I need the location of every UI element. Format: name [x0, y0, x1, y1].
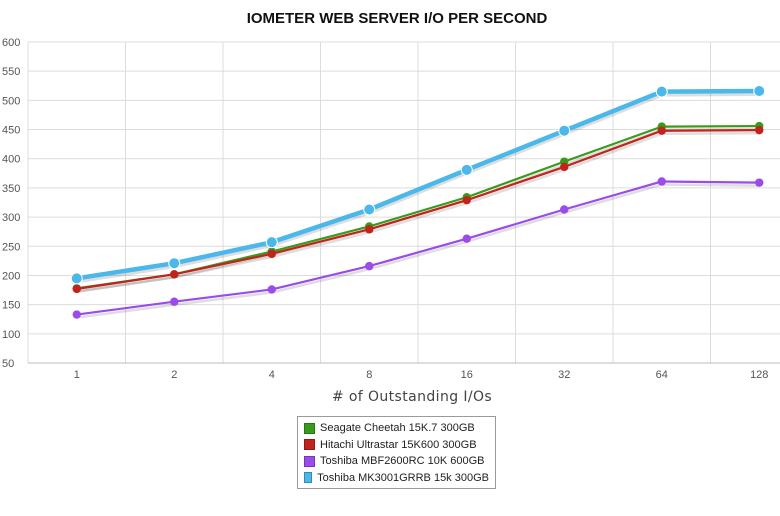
y-tick-label: 50 [2, 358, 14, 370]
data-point [170, 297, 179, 306]
legend-label: Hitachi Ultrastar 15K600 300GB [320, 438, 477, 451]
legend-label: Toshiba MK3001GRRB 15k 300GB [317, 471, 489, 484]
x-tick-label: 128 [750, 369, 768, 381]
data-point [168, 257, 181, 270]
x-axis-ticks: 1 2 4 8 16 32 64 128 [74, 369, 769, 381]
legend-label: Toshiba MBF2600RC 10K 600GB [320, 455, 485, 468]
data-point [462, 195, 471, 205]
data-point [560, 162, 569, 172]
data-point [267, 249, 276, 259]
legend-label: Seagate Cheetah 15K.7 300GB [320, 422, 475, 435]
data-point [753, 85, 766, 98]
legend-swatch [304, 472, 313, 484]
y-tick-label: 250 [2, 241, 20, 253]
data-point [70, 272, 83, 285]
data-point [560, 205, 569, 214]
y-tick-label: 350 [2, 183, 20, 195]
data-point [265, 236, 278, 249]
legend-item: Seagate Cheetah 15K.7 300GB [304, 420, 489, 437]
data-point [363, 203, 376, 216]
x-tick-label: 64 [656, 369, 668, 381]
chart-title: IOMETER WEB SERVER I/O PER SECOND [247, 10, 548, 27]
data-point [755, 125, 764, 135]
data-point [72, 284, 81, 294]
data-point [365, 261, 374, 271]
legend-swatch [304, 455, 315, 467]
data-point [655, 85, 668, 98]
x-tick-label: 2 [171, 369, 177, 381]
data-point [460, 163, 473, 176]
legend-item: Hitachi Ultrastar 15K600 300GB [304, 437, 489, 454]
series-line-shadow [76, 131, 760, 294]
y-tick-label: 600 [2, 37, 20, 49]
x-tick-label: 32 [558, 369, 570, 381]
data-point [558, 124, 571, 137]
legend-item: Toshiba MK3001GRRB 15k 300GB [304, 470, 489, 487]
y-tick-label: 200 [2, 270, 20, 282]
y-tick-label: 150 [2, 300, 20, 312]
series-3 [72, 177, 764, 319]
x-axis-label: # of Outstanding I/Os [332, 389, 492, 405]
legend-item: Toshiba MBF2600RC 10K 600GB [304, 453, 489, 470]
y-tick-label: 550 [2, 66, 20, 78]
x-tick-label: 1 [74, 369, 80, 381]
x-tick-label: 4 [269, 369, 275, 381]
data-point [657, 126, 666, 135]
y-tick-label: 400 [2, 154, 20, 166]
legend-swatch [304, 439, 315, 451]
data-series [70, 85, 766, 319]
y-tick-label: 300 [2, 212, 20, 224]
series-line [75, 129, 761, 290]
y-tick-label: 450 [2, 125, 20, 137]
x-tick-label: 8 [366, 369, 372, 381]
series-line-shadow [76, 92, 760, 284]
data-point [657, 177, 666, 186]
y-tick-label: 500 [2, 95, 20, 107]
data-point [365, 225, 374, 234]
data-point [170, 270, 179, 279]
x-tick-label: 16 [461, 369, 473, 381]
legend: Seagate Cheetah 15K.7 300GB Hitachi Ultra… [297, 416, 496, 489]
series-4 [70, 85, 766, 285]
data-point [72, 310, 81, 319]
series-2 [72, 125, 764, 294]
series-line [75, 180, 761, 316]
legend-swatch [304, 422, 315, 434]
data-point [267, 285, 276, 294]
y-tick-label: 100 [2, 329, 20, 341]
grid-lines [27, 41, 780, 364]
y-axis-ticks: 50 100 150 200 250 300 350 400 450 500 550 600 [2, 37, 20, 370]
data-point [462, 234, 471, 243]
series-line-shadow [76, 183, 760, 319]
data-point [755, 178, 764, 187]
series-line [74, 88, 762, 281]
